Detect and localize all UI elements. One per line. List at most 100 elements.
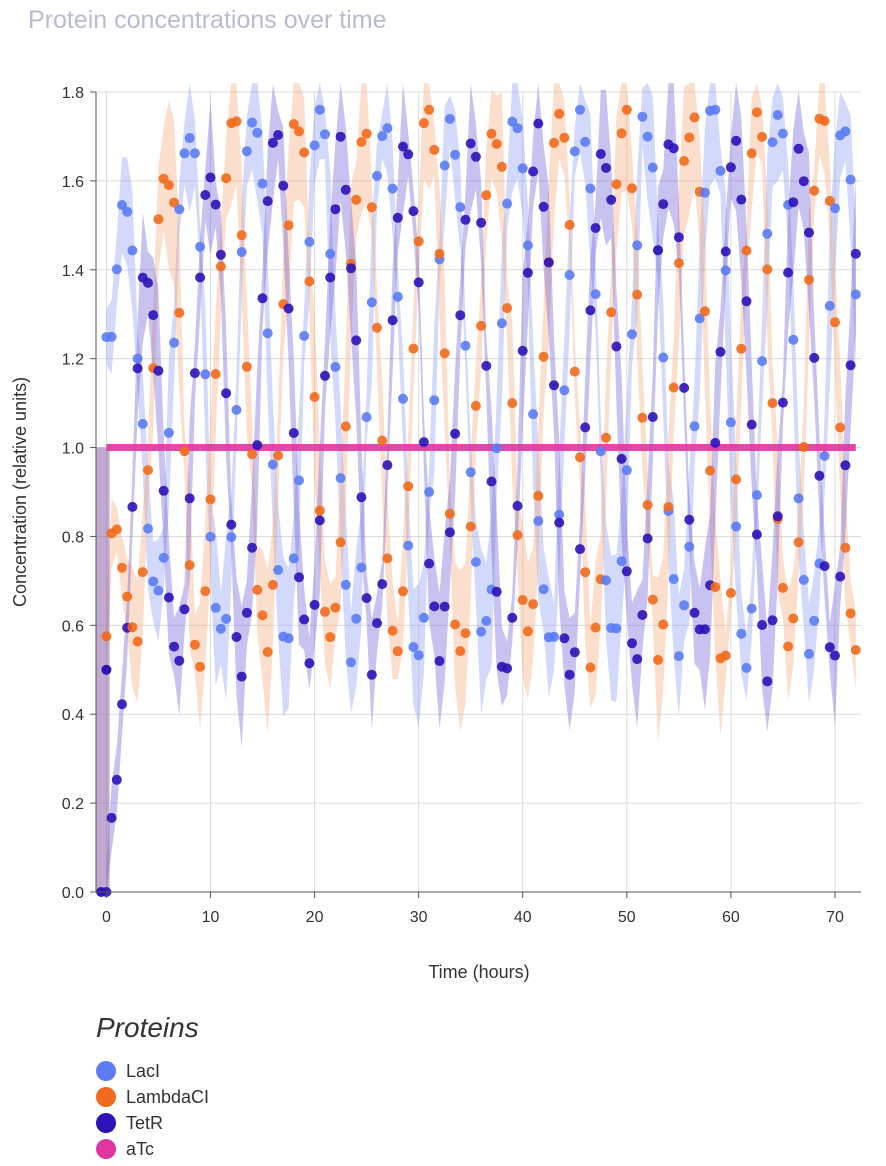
point-lambdaci [236, 230, 247, 241]
point-tetr [689, 607, 700, 618]
point-lambdaci [845, 608, 856, 619]
point-lambdaci [699, 306, 710, 317]
point-laci [710, 104, 721, 115]
point-laci [777, 128, 788, 139]
point-laci [335, 473, 346, 484]
point-laci [627, 329, 637, 340]
legend-item-lambdaci[interactable]: LambdaCI [96, 1084, 209, 1110]
point-lambdaci [549, 137, 559, 148]
point-laci [424, 487, 435, 497]
point-laci [455, 202, 466, 213]
point-lambdaci [309, 392, 320, 402]
point-laci [418, 612, 429, 623]
point-tetr [283, 303, 294, 314]
point-laci [366, 297, 377, 308]
point-lambdaci [486, 128, 497, 139]
point-laci [429, 395, 440, 406]
point-tetr [606, 194, 617, 205]
point-lambdaci [179, 446, 190, 457]
point-tetr [725, 162, 736, 173]
point-laci [143, 523, 153, 534]
point-lambdaci [762, 264, 773, 275]
point-lambdaci [314, 505, 325, 516]
point-laci [496, 318, 507, 329]
point-tetr [252, 440, 263, 451]
point-laci [450, 149, 461, 160]
point-tetr [762, 676, 773, 687]
point-laci [554, 509, 565, 520]
point-tetr [398, 141, 408, 152]
point-tetr [783, 267, 794, 278]
point-tetr [356, 492, 367, 503]
point-tetr [637, 610, 648, 620]
point-tetr [158, 485, 169, 496]
point-tetr [507, 612, 518, 623]
legend-item-tetr[interactable]: TetR [96, 1110, 209, 1136]
point-tetr [418, 437, 429, 448]
point-tetr [288, 428, 299, 438]
point-laci [575, 104, 585, 115]
point-tetr [215, 249, 226, 260]
point-tetr [715, 346, 726, 357]
point-tetr [533, 118, 544, 129]
point-lambdaci [637, 412, 648, 423]
point-tetr [184, 493, 195, 504]
point-tetr [590, 223, 601, 233]
point-tetr [580, 422, 591, 433]
point-laci [273, 565, 284, 575]
point-laci [751, 490, 762, 500]
legend-item-atc[interactable]: aTc [96, 1136, 209, 1162]
point-lambdaci [533, 490, 544, 501]
point-tetr [460, 214, 471, 225]
point-tetr [429, 601, 440, 612]
point-tetr [179, 604, 190, 615]
point-laci [200, 369, 211, 380]
point-laci [679, 600, 690, 611]
point-lambdaci [767, 398, 778, 409]
point-laci [340, 579, 351, 590]
point-tetr [850, 248, 861, 259]
point-lambdaci [283, 220, 294, 231]
point-laci [403, 540, 414, 551]
point-tetr [189, 368, 200, 379]
point-lambdaci [481, 190, 492, 201]
point-tetr [798, 176, 809, 187]
x-tick-label: 70 [826, 909, 844, 926]
point-laci [325, 248, 336, 259]
point-lambdaci [647, 594, 658, 605]
point-laci [127, 245, 138, 256]
point-tetr [684, 514, 695, 525]
point-tetr [325, 272, 336, 283]
point-lambdaci [668, 382, 679, 393]
point-lambdaci [491, 138, 502, 149]
point-laci [444, 114, 455, 124]
point-tetr [169, 641, 180, 652]
point-lambdaci [231, 116, 242, 127]
point-laci [491, 443, 502, 454]
point-tetr [840, 460, 851, 471]
point-laci [601, 575, 611, 586]
point-laci [809, 615, 820, 626]
point-lambdaci [403, 481, 414, 492]
point-laci [731, 521, 742, 532]
point-lambdaci [372, 322, 382, 333]
point-lambdaci [502, 303, 513, 314]
point-lambdaci [320, 606, 330, 617]
point-tetr [564, 669, 575, 680]
point-lambdaci [111, 524, 122, 535]
point-tetr [710, 437, 721, 448]
point-laci [824, 300, 835, 311]
point-lambdaci [267, 579, 278, 590]
point-laci [699, 187, 710, 198]
point-tetr [741, 296, 752, 307]
point-laci [236, 247, 247, 257]
point-lambdaci [627, 183, 637, 194]
point-lambdaci [351, 194, 362, 205]
legend-item-laci[interactable]: LacI [96, 1058, 209, 1084]
point-tetr [699, 624, 710, 635]
point-laci [299, 330, 310, 341]
point-lambdaci [746, 148, 757, 159]
point-laci [720, 265, 731, 276]
point-tetr [465, 138, 476, 149]
point-tetr [502, 663, 513, 674]
